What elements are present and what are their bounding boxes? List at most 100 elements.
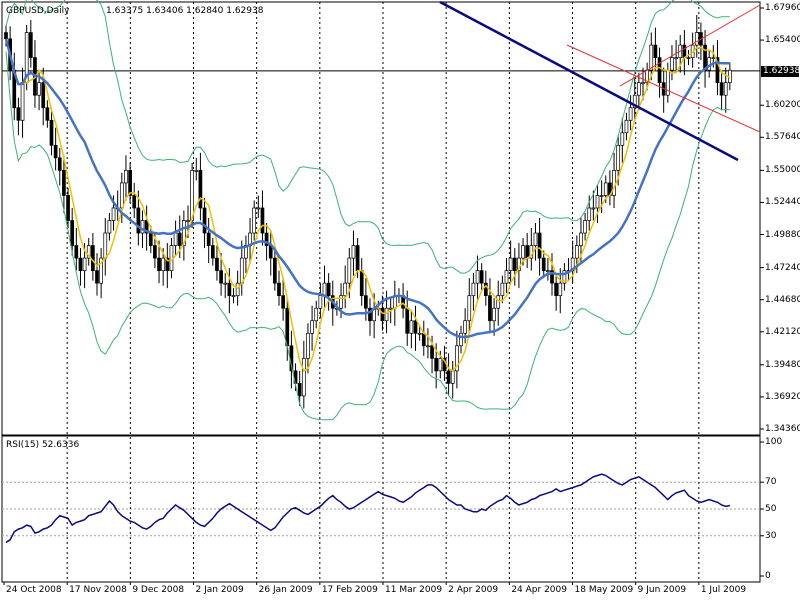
price-axis-label: 1.65400: [765, 35, 800, 46]
candle-body: [459, 332, 463, 347]
candle-body: [103, 232, 108, 259]
candle-body: [223, 282, 228, 285]
candle-body: [347, 257, 352, 284]
candle-body: [128, 170, 132, 196]
candle-body: [579, 232, 583, 246]
candle-body: [558, 282, 563, 297]
price-axis-label: 1.67960: [765, 3, 800, 13]
candle-body: [4, 32, 8, 40]
candle-body: [682, 44, 687, 58]
candle-body: [70, 220, 75, 246]
candle-body: [421, 332, 426, 347]
price-axis-label: 1.52440: [765, 197, 800, 208]
candle-body: [670, 57, 674, 71]
date-axis-label: 26 Jan 2009: [258, 585, 313, 595]
candle-body: [169, 245, 174, 271]
candle-body: [450, 370, 455, 384]
candle-body: [723, 82, 728, 96]
candle-body: [620, 132, 625, 146]
channel-upper-line: [619, 4, 761, 87]
candle-body: [512, 257, 517, 271]
candle-body: [388, 307, 393, 310]
candle-body: [492, 307, 496, 322]
rsi-line: [5, 473, 731, 544]
candle-body: [686, 57, 691, 59]
candle-body: [496, 295, 501, 309]
date-axis-label: 2 Jan 2009: [195, 585, 244, 595]
candle-body: [140, 220, 145, 234]
candle-body: [99, 257, 103, 284]
date-axis-label: 11 Mar 2009: [385, 585, 443, 595]
candle-body: [153, 245, 157, 259]
candle-body: [674, 57, 678, 59]
date-axis-label: 2 Apr 2009: [448, 585, 499, 595]
date-axis-label: 17 Feb 2009: [321, 585, 378, 595]
rsi-axis-label: 70: [765, 477, 777, 488]
candle-body: [384, 307, 389, 322]
candle-body: [277, 282, 281, 297]
candle-body: [409, 320, 414, 334]
candle-body: [210, 245, 215, 259]
price-axis-label: 1.47240: [765, 262, 800, 273]
candle-body: [430, 345, 434, 359]
rsi-header: RSI(15) 52.6336: [6, 440, 80, 450]
candle-body: [260, 207, 265, 234]
candle-body: [525, 245, 530, 259]
candle-body: [264, 232, 269, 246]
candle-body: [471, 282, 476, 297]
rsi-axis-label: 0: [765, 571, 771, 581]
candle-body: [434, 357, 439, 372]
date-axis-label: 1 Jul 2009: [700, 585, 747, 595]
candle-body: [215, 257, 219, 271]
price-axis-label: 1.44680: [765, 294, 800, 305]
candle-body: [694, 32, 699, 46]
date-axis-label: 18 May 2009: [574, 585, 634, 595]
candle-body: [198, 170, 203, 209]
candle-body: [488, 295, 492, 322]
candle-body: [235, 282, 240, 297]
candle-body: [616, 144, 621, 171]
current-price-label: 1.62938: [761, 65, 800, 77]
long-trend-line: [439, 0, 739, 162]
candle-body: [405, 307, 410, 334]
candle-body: [28, 32, 33, 58]
candle-body: [82, 257, 87, 271]
price-panel-frame: [1, 1, 761, 436]
candle-body: [306, 332, 310, 359]
price-axis-label: 1.39480: [765, 359, 800, 370]
candle-body: [368, 307, 372, 322]
candle-body: [533, 232, 538, 246]
candle-body: [252, 207, 257, 234]
candle-body: [637, 82, 641, 96]
candle-body: [107, 220, 112, 234]
price-axis-label: 1.42120: [765, 326, 800, 337]
candle-body: [463, 320, 467, 334]
candle-body: [475, 270, 480, 284]
candle-body: [157, 257, 161, 271]
price-axis-label: 1.34360: [765, 424, 800, 434]
candle-body: [86, 245, 91, 259]
candle-body: [66, 195, 70, 221]
candle-body: [16, 107, 21, 121]
date-axis-label: 24 Oct 2008: [6, 585, 62, 595]
candle-body: [554, 282, 558, 297]
candle-body: [467, 295, 472, 322]
candle-body: [49, 119, 54, 146]
candle-body: [57, 157, 62, 171]
candle-body: [351, 245, 356, 259]
candle-body: [632, 94, 637, 109]
candle-body: [649, 44, 654, 71]
candle-body: [417, 332, 422, 335]
candle-body: [562, 270, 567, 284]
candle-body: [177, 232, 182, 246]
rsi-axis-label: 100: [765, 437, 783, 447]
candle-body: [653, 44, 658, 58]
candle-body: [45, 107, 50, 121]
candle-body: [599, 195, 604, 197]
candle-body: [446, 370, 451, 384]
candle-body: [359, 270, 364, 297]
candle-body: [550, 270, 554, 284]
candle-body: [343, 282, 348, 297]
candle-body: [186, 220, 190, 222]
